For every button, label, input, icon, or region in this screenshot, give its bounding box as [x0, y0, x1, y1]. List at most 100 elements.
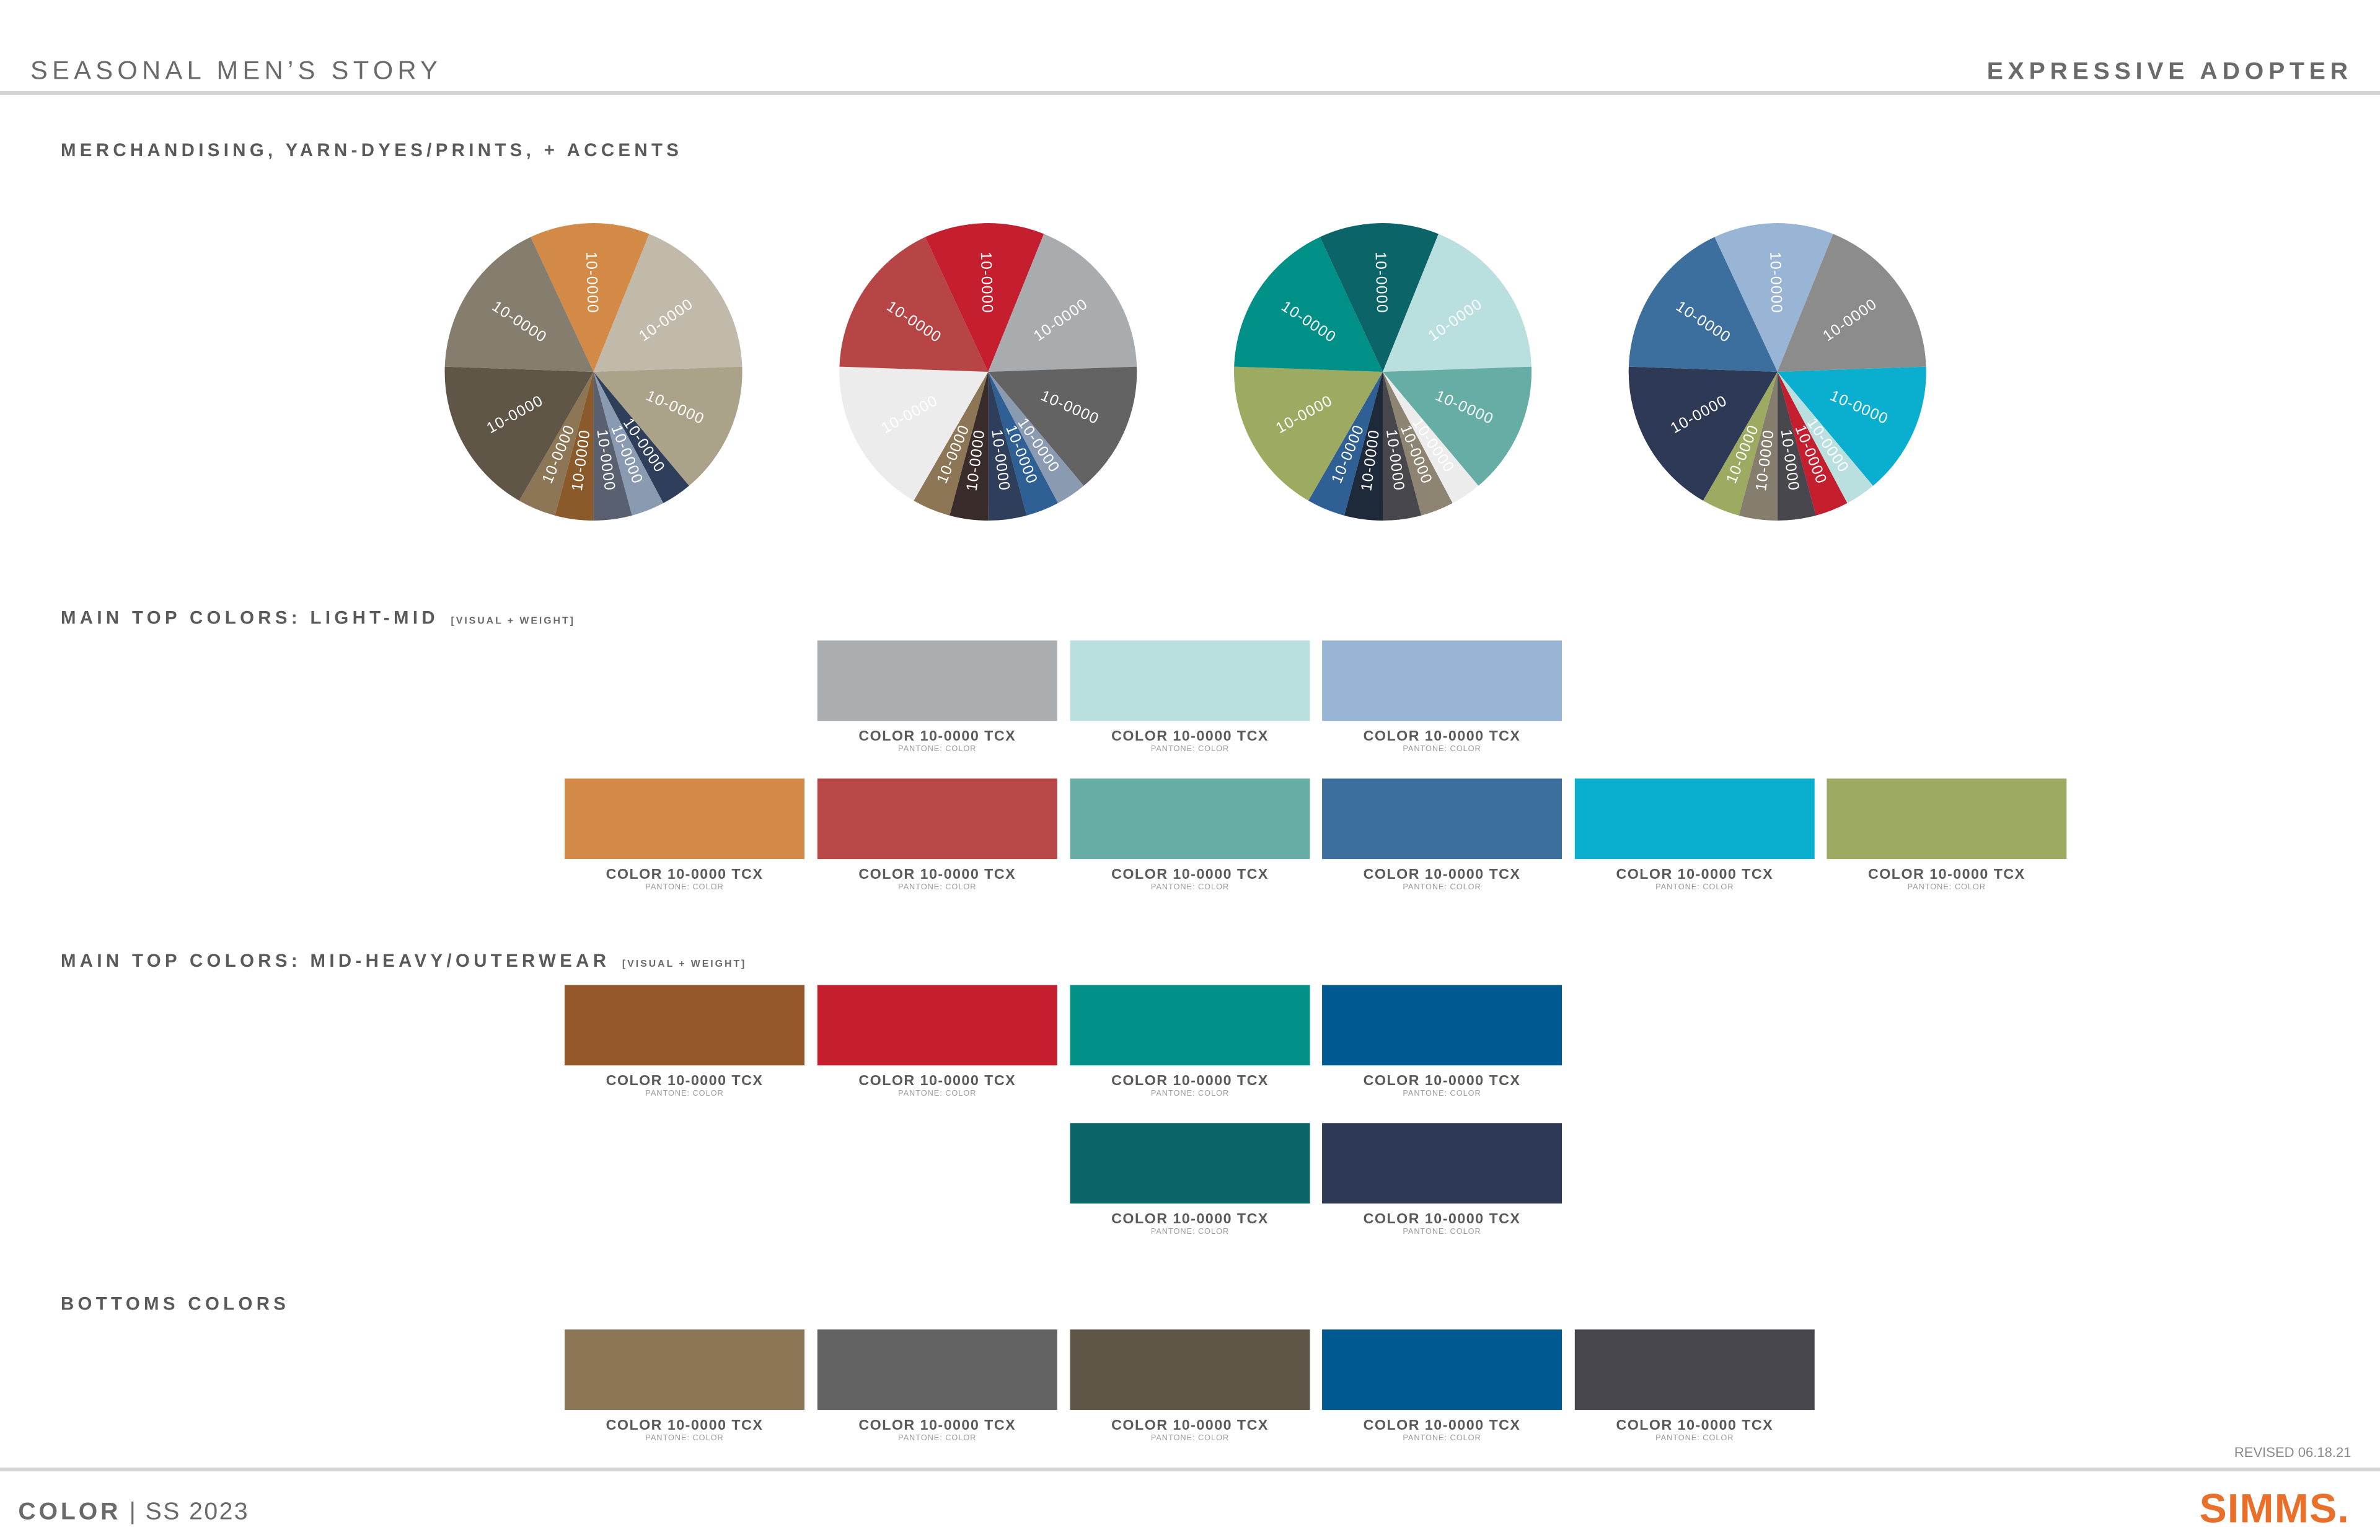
swatch-sublabel: PANTONE: COLOR [898, 1433, 976, 1442]
color-swatch [1070, 1123, 1310, 1204]
wheel-segment [988, 372, 1058, 516]
color-swatch [1070, 985, 1310, 1066]
wheel-segment [1777, 234, 1926, 372]
wheel-segment [1777, 372, 1874, 503]
wheel-segment [914, 372, 989, 516]
wheel-segment [593, 366, 743, 486]
swatch-label: COLOR 10-0000 TCX [858, 728, 1016, 744]
wheel-segment [444, 366, 594, 501]
swatch-sublabel: PANTONE: COLOR [1151, 1433, 1229, 1442]
wheel-segment [531, 223, 650, 372]
wheel-segment [593, 234, 743, 372]
wheel-segment [1383, 372, 1422, 521]
wheel-segment [519, 372, 594, 516]
section-note: [VISUAL + WEIGHT] [622, 959, 746, 969]
wheel-segment [1383, 372, 1479, 503]
color-swatch [1574, 1329, 1815, 1410]
wheel-segment [593, 372, 689, 503]
swatch-sublabel: PANTONE: COLOR [898, 1088, 976, 1098]
section-title: MERCHANDISING, YARN-DYES/PRINTS, + ACCEN… [61, 140, 682, 161]
wheel-segment [593, 372, 632, 521]
swatch-sublabel: PANTONE: COLOR [645, 1433, 723, 1442]
swatch-sublabel: PANTONE: COLOR [1655, 1433, 1734, 1442]
swatch-sublabel: PANTONE: COLOR [1403, 1226, 1481, 1236]
wheel-segment [555, 372, 594, 521]
color-swatch [1322, 1123, 1562, 1204]
segment-label: 10-0000 [977, 252, 996, 314]
wheel-segment [1383, 372, 1453, 516]
swatch-label: COLOR 10-0000 TCX [606, 1072, 764, 1088]
wheel-segment [1383, 366, 1532, 486]
color-swatch [1574, 778, 1815, 860]
wheel-segment [925, 223, 1044, 372]
wheel-segment [988, 372, 1084, 503]
swatch-sublabel: PANTONE: COLOR [1151, 1088, 1229, 1098]
wheel-segment [1383, 234, 1532, 372]
color-swatch [565, 985, 804, 1066]
swatch-sublabel: PANTONE: COLOR [1151, 882, 1229, 891]
swatch-label: COLOR 10-0000 TCX [1111, 866, 1269, 882]
color-swatch [1070, 640, 1310, 721]
swatch-sublabel: PANTONE: COLOR [645, 1088, 723, 1098]
color-swatch [1070, 778, 1310, 860]
color-wheel: 10-000010-000010-000010-000010-000010-00… [444, 223, 743, 521]
wheel-segment [1777, 372, 1848, 516]
swatch-sublabel: PANTONE: COLOR [1403, 1433, 1481, 1442]
header-title: SEASONAL MEN’S STORY [30, 55, 442, 84]
color-swatch [1322, 640, 1562, 721]
section-note: [VISUAL + WEIGHT] [451, 616, 575, 627]
wheel-segment [839, 237, 989, 372]
color-swatch [817, 778, 1057, 860]
swatch-label: COLOR 10-0000 TCX [1111, 1210, 1269, 1226]
swatch-label: COLOR 10-0000 TCX [858, 1417, 1016, 1433]
wheel-segment [988, 234, 1137, 372]
swatch-label: COLOR 10-0000 TCX [858, 1072, 1016, 1088]
color-swatch [565, 1329, 804, 1410]
brand-logo: SIMMS. [2200, 1485, 2350, 1531]
wheel-segment [1777, 372, 1816, 521]
wheel-segment [1628, 237, 1778, 372]
swatch-sublabel: PANTONE: COLOR [898, 882, 976, 891]
swatch-label: COLOR 10-0000 TCX [606, 1417, 764, 1433]
wheel-segment [1320, 223, 1439, 372]
swatch-label: COLOR 10-0000 TCX [1364, 728, 1521, 744]
wheel-segment [988, 366, 1137, 486]
wheel-segment [839, 366, 989, 501]
color-wheel: 10-000010-000010-000010-000010-000010-00… [839, 223, 1137, 521]
section-title: MAIN TOP COLORS: MID-HEAVY/OUTERWEAR [61, 951, 610, 971]
wheel-segment [1308, 372, 1383, 516]
swatch-sublabel: PANTONE: COLOR [1151, 1226, 1229, 1236]
footer-label: COLOR [18, 1498, 121, 1525]
footer-text: COLOR | SS 2023 [18, 1498, 249, 1525]
color-swatch [817, 1329, 1057, 1410]
wheel-segment [1777, 366, 1926, 486]
color-swatch [817, 640, 1057, 721]
wheel-segment [1739, 372, 1778, 521]
swatch-label: COLOR 10-0000 TCX [1616, 1417, 1773, 1433]
color-swatch [1827, 778, 2067, 860]
color-swatch [1070, 1329, 1310, 1410]
wheel-segment [1234, 237, 1383, 372]
wheel-segment [950, 372, 989, 521]
swatch-sublabel: PANTONE: COLOR [1655, 882, 1734, 891]
color-wheel: 10-000010-000010-000010-000010-000010-00… [1628, 223, 1926, 521]
wheel-segment [444, 237, 594, 372]
wheel-segment [593, 372, 664, 516]
color-swatch [817, 985, 1057, 1066]
wheel-segment [988, 372, 1027, 521]
segment-label: 10-0000 [1372, 252, 1390, 314]
swatch-sublabel: PANTONE: COLOR [645, 882, 723, 891]
wheel-segment [1628, 366, 1778, 501]
revised-note: REVISED 06.18.21 [2234, 1445, 2351, 1460]
swatch-sublabel: PANTONE: COLOR [1908, 882, 1986, 891]
wheel-segment [1344, 372, 1383, 521]
wheel-segment [1703, 372, 1778, 516]
header-rule [0, 90, 2380, 95]
swatch-sublabel: PANTONE: COLOR [1151, 744, 1229, 753]
segment-label: 10-0000 [1766, 252, 1785, 314]
segment-label: 10-0000 [583, 252, 601, 314]
swatch-sublabel: PANTONE: COLOR [1403, 744, 1481, 753]
section-title: BOTTOMS COLORS [61, 1293, 289, 1314]
